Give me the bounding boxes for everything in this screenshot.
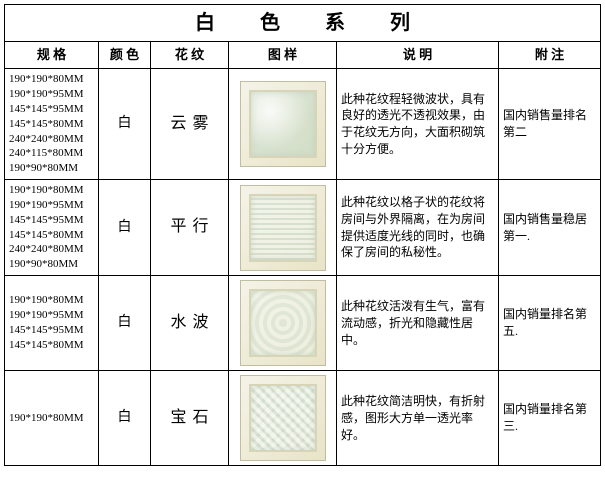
title-row: 白 色 系 列 [5,5,601,42]
pattern-cell: 云雾 [151,69,229,180]
product-table: 白 色 系 列 规 格 颜 色 花 纹 图 样 说 明 附 注 190*190*… [4,4,601,466]
spec-value: 190*90*80MM [9,161,96,176]
description-cell: 此种花纹活泼有生气，富有流动感，折光和隐藏性居中。 [337,276,499,371]
glass-sample-lines [240,185,326,271]
note-cell: 国内销售量稳居第一. [499,180,601,276]
color-cell: 白 [99,371,151,466]
description-cell: 此种花纹简洁明快，有折射感，图形大方单一透光率好。 [337,371,499,466]
spec-value: 190*190*95MM [9,308,96,323]
spec-value: 240*115*80MM [9,146,96,161]
table-row: 190*190*80MM190*190*95MM145*145*95MM145*… [5,69,601,180]
header-desc: 说 明 [337,42,499,69]
sample-cell [229,69,337,180]
spec-value: 240*240*80MM [9,132,96,147]
glass-inner [249,384,317,452]
spec-value: 145*145*95MM [9,323,96,338]
header-sample: 图 样 [229,42,337,69]
color-cell: 白 [99,69,151,180]
glass-sample-wave [240,280,326,366]
pattern-cell: 宝石 [151,371,229,466]
header-color: 颜 色 [99,42,151,69]
sample-cell [229,180,337,276]
header-pattern: 花 纹 [151,42,229,69]
spec-value: 145*145*95MM [9,213,96,228]
glass-sample-cloud [240,81,326,167]
pattern-cell: 平行 [151,180,229,276]
spec-value: 145*145*95MM [9,102,96,117]
spec-value: 190*90*80MM [9,257,96,272]
color-cell: 白 [99,276,151,371]
spec-value: 145*145*80MM [9,228,96,243]
spec-cell: 190*190*80MM [5,371,99,466]
color-cell: 白 [99,180,151,276]
spec-value: 190*190*95MM [9,87,96,102]
product-table-container: 白 色 系 列 规 格 颜 色 花 纹 图 样 说 明 附 注 190*190*… [4,4,601,466]
glass-inner [249,194,317,262]
header-spec: 规 格 [5,42,99,69]
table-row: 190*190*80MM190*190*95MM145*145*95MM145*… [5,276,601,371]
glass-sample-diamond [240,375,326,461]
spec-value: 145*145*80MM [9,338,96,353]
spec-cell: 190*190*80MM190*190*95MM145*145*95MM145*… [5,180,99,276]
spec-cell: 190*190*80MM190*190*95MM145*145*95MM145*… [5,69,99,180]
spec-value: 190*190*80MM [9,183,96,198]
spec-value: 145*145*80MM [9,117,96,132]
table-row: 190*190*80MM白宝石 此种花纹简洁明快，有折射感，图形大方单一透光率好。… [5,371,601,466]
header-row: 规 格 颜 色 花 纹 图 样 说 明 附 注 [5,42,601,69]
spec-value: 190*190*80MM [9,293,96,308]
spec-value: 190*190*80MM [9,411,96,426]
note-cell: 国内销售量排名第二 [499,69,601,180]
sample-cell [229,371,337,466]
glass-inner [249,289,317,357]
note-cell: 国内销量排名第五. [499,276,601,371]
description-cell: 此种花纹以格子状的花纹将房间与外界隔离，在为房间提供适度光线的同时，也确保了房间… [337,180,499,276]
sample-cell [229,276,337,371]
spec-value: 190*190*80MM [9,72,96,87]
description-cell: 此种花纹程轻微波状，具有良好的透光不透视效果，由于花纹无方向，大面积砌筑十分方便… [337,69,499,180]
header-note: 附 注 [499,42,601,69]
note-cell: 国内销量排名第三. [499,371,601,466]
spec-value: 190*190*95MM [9,198,96,213]
pattern-cell: 水波 [151,276,229,371]
table-title: 白 色 系 列 [5,5,601,42]
spec-value: 240*240*80MM [9,242,96,257]
spec-cell: 190*190*80MM190*190*95MM145*145*95MM145*… [5,276,99,371]
table-row: 190*190*80MM190*190*95MM145*145*95MM145*… [5,180,601,276]
glass-inner [249,90,317,158]
